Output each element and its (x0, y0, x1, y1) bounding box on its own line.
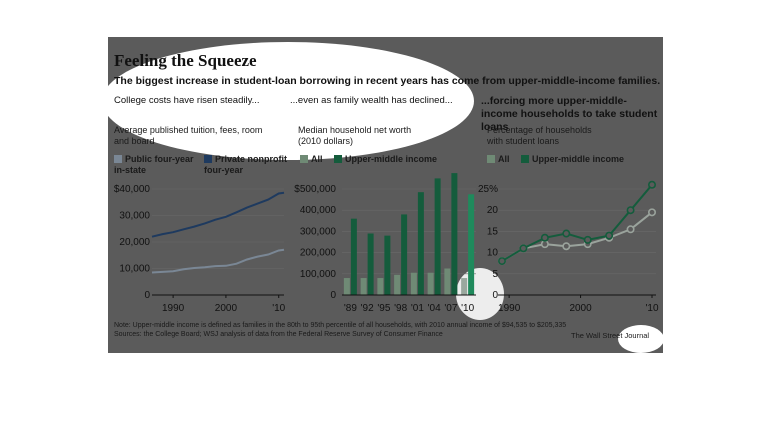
legend-swatch-all-bars (300, 155, 308, 163)
tuition-xtick-label: 1990 (162, 303, 185, 314)
networth-bar-upper (401, 214, 408, 295)
tuition-line-public (151, 248, 285, 274)
networth-xtick-label: '95 (377, 303, 390, 314)
legend-all-line: All (487, 154, 510, 165)
legend-upper-line: Upper-middle income (521, 154, 624, 165)
caption-wealth: ...even as family wealth has declined... (290, 95, 453, 106)
panel2-subtitle: Median household net worth (2010 dollars… (298, 125, 412, 146)
panel3-subtitle: Percentage of households with student lo… (487, 125, 592, 146)
networth-ytick-label: 100,000 (300, 269, 337, 280)
networth-xtick-label: '01 (411, 303, 424, 314)
tuition-ytick-label: 0 (144, 290, 150, 301)
networth-bar-upper (451, 173, 458, 295)
networth-bar-upper (468, 194, 475, 295)
networth-xtick-label: '04 (428, 303, 441, 314)
networth-xtick-label: '07 (444, 303, 457, 314)
highlight-blob-top (108, 42, 474, 160)
legend-label-private: Private nonprofit four-year (204, 154, 288, 175)
tuition-ytick-label: 10,000 (119, 264, 150, 275)
networth-ytick-label: 400,000 (300, 205, 337, 216)
loans-point-upper (626, 206, 635, 215)
networth-bar-all (427, 272, 434, 295)
networth-ytick-label: 0 (330, 290, 336, 301)
networth-bar-upper (434, 178, 441, 295)
loans-ytick-label: 20 (487, 205, 499, 216)
loans-point-upper (519, 244, 528, 253)
networth-bar-all (444, 268, 451, 295)
caption-loans: ...forcing more upper-middle-income hous… (481, 95, 658, 133)
footnote-sources: Sources: the College Board; WSJ analysis… (114, 331, 443, 338)
highlight-blob-credit (618, 325, 663, 353)
chart-title: Feeling the Squeeze (114, 51, 257, 70)
chart-subtitle: The biggest increase in student-loan bor… (114, 75, 661, 87)
networth-ytick-label: 200,000 (300, 248, 337, 259)
loans-point-upper (540, 233, 549, 242)
loans-ytick-label: 15 (487, 226, 499, 237)
credit-line: The Wall Street Journal (571, 331, 650, 340)
legend-upper-bars: Upper-middle income (334, 154, 437, 165)
loans-xtick-label: 1990 (498, 303, 521, 314)
loans-point-upper (497, 257, 506, 266)
legend-all-bars: All (300, 154, 323, 165)
loans-point-upper (562, 229, 571, 238)
loans-ytick-label: 25% (478, 184, 498, 195)
loans-xtick-label: 2000 (569, 303, 592, 314)
networth-bar-all (461, 278, 468, 295)
tuition-ytick-label: $40,000 (114, 184, 151, 195)
networth-xtick-label: '98 (394, 303, 407, 314)
tuition-xtick-label: '10 (272, 303, 285, 314)
networth-bar-upper (417, 192, 424, 295)
networth-bar-all (410, 272, 417, 295)
networth-bar-all (360, 278, 367, 295)
legend-label-upper-line: Upper-middle income (532, 154, 625, 164)
charts-canvas: 0 10,000 20,000 30,000 $40,000 1990 2000 '10 0 10… (114, 173, 659, 314)
loans-ytick-label: 5 (492, 269, 498, 280)
networth-bar-all (343, 278, 350, 295)
caption-costs: College costs have risen steadily... (114, 95, 260, 106)
networth-ytick-label: $500,000 (294, 184, 336, 195)
tuition-ytick-label: 30,000 (119, 211, 150, 222)
legend-public: Public four-year in-state (114, 154, 202, 176)
legend-swatch-upper-bars (334, 155, 342, 163)
tuition-xtick-label: 2000 (215, 303, 238, 314)
legend-swatch-all-line (487, 155, 495, 163)
legend-private: Private nonprofit four-year (204, 154, 294, 176)
networth-bar-upper (350, 218, 357, 295)
networth-xtick-label: '92 (361, 303, 374, 314)
loans-point-all (626, 225, 635, 234)
loans-ytick-label: 0 (492, 290, 498, 301)
footnote-note: Note: Upper-middle income is defined as … (114, 322, 567, 329)
loans-point-upper (605, 231, 614, 240)
legend-swatch-upper-line (521, 155, 529, 163)
loans-point-upper (583, 235, 592, 244)
networth-xtick-label: '10 (461, 303, 474, 314)
networth-bar-all (377, 278, 384, 295)
infographic: 0 10,000 20,000 30,000 $40,000 1990 2000 '10 0 10… (108, 37, 663, 353)
networth-ytick-label: 300,000 (300, 226, 337, 237)
legend-label-all-bars: All (311, 154, 323, 164)
loans-xtick-label: '10 (645, 303, 658, 314)
loans-point-upper (647, 180, 656, 189)
networth-xtick-label: '89 (344, 303, 357, 314)
legend-label-public: Public four-year in-state (114, 154, 194, 175)
loans-ytick-label: 10 (487, 248, 499, 259)
networth-bar-upper (367, 233, 374, 295)
footnote: Note: Upper-middle income is defined as … (114, 321, 566, 339)
loans-point-all (647, 208, 656, 217)
tuition-ytick-label: 20,000 (119, 237, 150, 248)
legend-swatch-private (204, 155, 212, 163)
loans-point-all (562, 242, 571, 251)
legend-label-upper-bars: Upper-middle income (345, 154, 438, 164)
legend-swatch-public (114, 155, 122, 163)
panel1-subtitle: Average published tuition, fees, room an… (114, 125, 263, 146)
tuition-line-private (151, 191, 285, 238)
networth-bar-upper (384, 235, 391, 295)
legend-label-all-line: All (498, 154, 510, 164)
networth-bar-all (394, 274, 401, 295)
loans-point-all (540, 240, 549, 249)
